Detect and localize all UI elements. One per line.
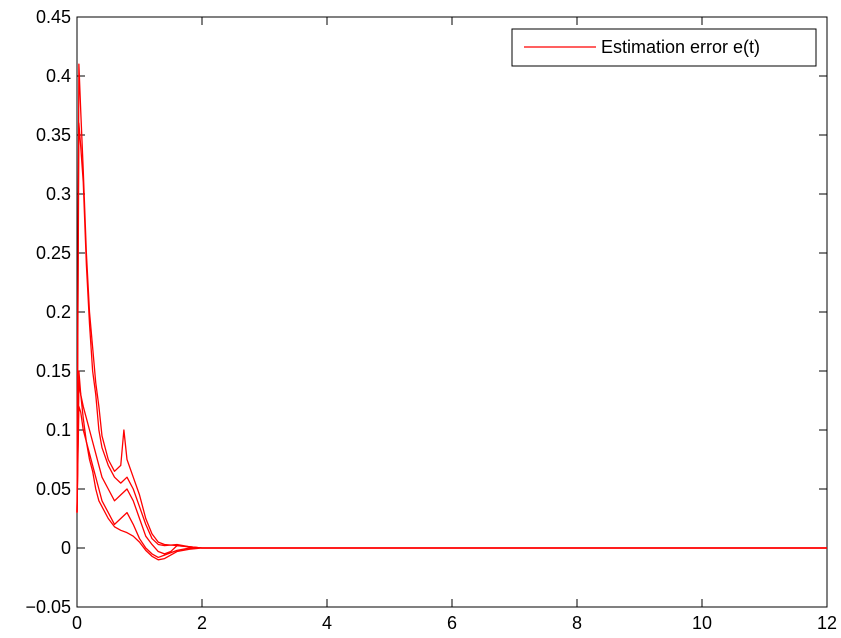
x-tick-label: 4 <box>322 613 332 633</box>
x-tick-label: 10 <box>692 613 712 633</box>
y-tick-label: 0 <box>61 538 71 558</box>
x-tick-label: 12 <box>817 613 837 633</box>
series-line-5 <box>76 370 827 561</box>
y-tick-label: 0.45 <box>36 7 71 27</box>
axis-ticks: 0 2 4 6 8 10 12−0.0500.050.10.150.20.250.30.35… <box>25 7 837 633</box>
y-tick-label: 0.4 <box>46 66 71 86</box>
y-tick-label: −0.05 <box>25 597 71 617</box>
y-tick-label: 0.3 <box>46 184 71 204</box>
plot-area <box>76 16 828 608</box>
legend-label: Estimation error e(t) <box>601 37 760 57</box>
legend: Estimation error e(t) <box>511 28 817 67</box>
y-tick-label: 0.2 <box>46 302 71 322</box>
x-tick-label: 2 <box>197 613 207 633</box>
y-tick-label: 0.25 <box>36 243 71 263</box>
x-tick-label: 0 <box>72 613 82 633</box>
x-tick-label: 6 <box>447 613 457 633</box>
y-tick-label: 0.05 <box>36 479 71 499</box>
y-tick-label: 0.15 <box>36 361 71 381</box>
y-tick-label: 0.35 <box>36 125 71 145</box>
x-tick-label: 8 <box>572 613 582 633</box>
y-tick-label: 0.1 <box>46 420 71 440</box>
series-layer <box>76 63 827 561</box>
